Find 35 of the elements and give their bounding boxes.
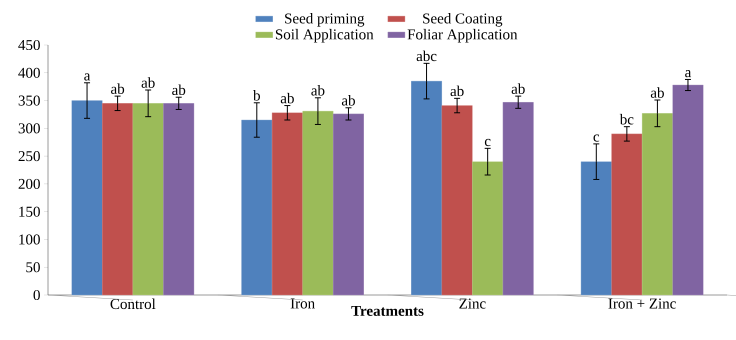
data-label: a [84,73,90,81]
data-label: a [685,70,692,78]
data-label: bc [620,114,634,124]
data-label: ab [172,84,186,96]
data-label: abc [416,50,436,62]
data-label: ab [142,77,155,88]
data-label: ab [342,95,355,106]
y-tick-label: 200 [18,178,40,189]
x-tick-label: Iron + Zinc [608,298,676,309]
x-tick-label: Iron [290,298,315,308]
data-label: ab [512,83,525,94]
y-tick-label: 150 [19,206,40,217]
data-label: c [484,138,491,146]
x-tick-label: Zinc [459,298,486,309]
x-tick-label: Control [110,298,156,310]
data-label: ab [650,87,664,98]
data-label: ab [280,92,294,104]
y-tick-label: 100 [19,234,40,244]
legend-label: Seed Coating [423,12,502,27]
data-label: b [253,90,260,101]
y-tick-label: 50 [26,262,40,272]
y-tick-label: 250 [18,151,40,162]
y-tick-label: 450 [18,40,40,50]
y-tick-label: 350 [18,96,40,106]
y-tick-label: 400 [18,68,40,78]
data-label: c [594,134,600,142]
y-tick-label: 300 [18,123,40,134]
data-label: ab [111,83,124,94]
y-tick-label: 0 [34,290,40,300]
data-label: ab [450,86,464,96]
legend-label: Soil Application [276,28,374,42]
legend-label: Foliar Application [408,28,518,42]
x-axis-title: Treatments [351,306,424,316]
data-label: ab [311,85,324,96]
legend-label: Seed priming [285,12,364,27]
